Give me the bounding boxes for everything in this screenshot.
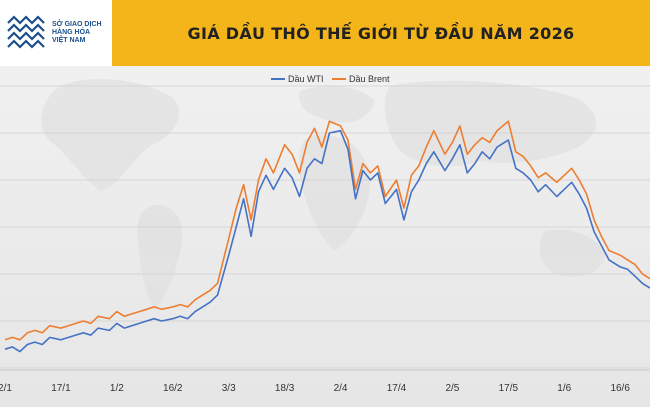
x-tick-label: 18/3 bbox=[275, 383, 295, 394]
legend-label-wti: Dầu WTI bbox=[288, 74, 324, 84]
logo-line-3: VIỆT NAM bbox=[52, 37, 86, 44]
line-chart: 2/1 17/1 1/2 16/2 3/3 18/3 2/4 17/4 2/5 17/5 1/6 16… bbox=[0, 74, 650, 394]
series-layer bbox=[4, 120, 650, 353]
x-tick-label: 3/3 bbox=[222, 383, 236, 394]
series-line-wti bbox=[4, 129, 650, 353]
brand: SỞ GIAO DỊCH HÀNG HÓA VIỆT NAM bbox=[0, 0, 112, 66]
x-tick-label: 16/6 bbox=[610, 383, 630, 394]
header-band bbox=[112, 0, 650, 66]
page-title: GIÁ DẦU THÔ THẾ GIỚI TỪ ĐẦU NĂM 2026 bbox=[187, 23, 575, 43]
x-tick-label: 1/2 bbox=[110, 383, 124, 394]
legend-label-brent: Dầu Brent bbox=[349, 74, 390, 84]
x-tick-label: 17/4 bbox=[387, 383, 407, 394]
x-tick-label: 2/4 bbox=[334, 383, 348, 394]
world-map-watermark bbox=[41, 79, 605, 311]
logo-line-2: HÀNG HÓA bbox=[52, 29, 91, 36]
logo-icon bbox=[7, 15, 45, 49]
logo-text: SỞ GIAO DỊCH HÀNG HÓA VIỆT NAM bbox=[52, 21, 102, 45]
x-tick-label: 1/6 bbox=[557, 383, 571, 394]
series-line-brent bbox=[4, 120, 650, 341]
header: SỞ GIAO DỊCH HÀNG HÓA VIỆT NAM GIÁ DẦU T… bbox=[0, 0, 650, 66]
legend: Dầu WTI Dầu Brent bbox=[271, 74, 390, 84]
grid bbox=[0, 85, 650, 369]
x-tick-label: 17/5 bbox=[499, 383, 519, 394]
x-tick-label: 16/2 bbox=[163, 383, 183, 394]
x-tick-label: 2/5 bbox=[445, 383, 459, 394]
x-tick-label: 17/1 bbox=[51, 383, 71, 394]
x-tick-label: 2/1 bbox=[0, 383, 12, 394]
logo-line-1: SỞ GIAO DỊCH bbox=[52, 21, 102, 28]
x-axis: 2/1 17/1 1/2 16/2 3/3 18/3 2/4 17/4 2/5 17/5 1/6 16… bbox=[0, 369, 650, 394]
